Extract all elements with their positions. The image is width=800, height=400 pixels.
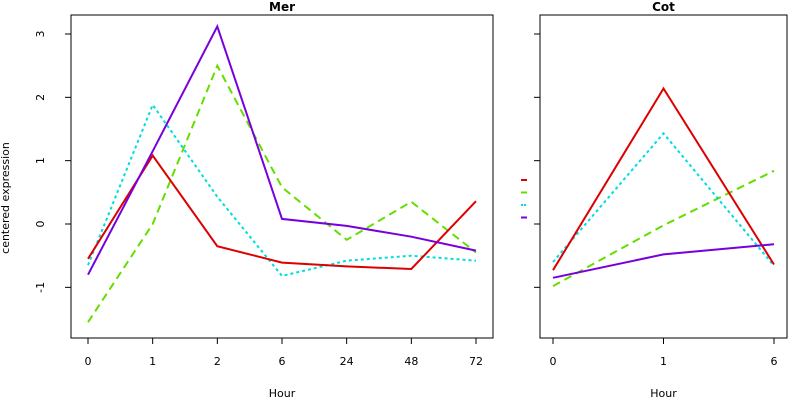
x-tick-label: 6 <box>279 355 286 368</box>
panel-mer: Mer -1 0 1 2 3 0 1 2 6 24 48 72 Hour <box>34 0 494 400</box>
x-axis-title: Hour <box>269 387 296 400</box>
plot-frame <box>539 14 788 339</box>
y-tick-label: 1 <box>34 157 47 164</box>
legend <box>521 179 527 219</box>
x-tick-label: 48 <box>404 355 418 368</box>
panel-title: Mer <box>269 0 295 14</box>
x-tick-label: 24 <box>340 355 354 368</box>
x-axis-title: Hour <box>650 387 677 400</box>
series-line-1 <box>552 169 775 287</box>
x-tick-label: 72 <box>469 355 483 368</box>
y-tick-label: 0 <box>34 221 47 228</box>
y-tick-label: -1 <box>34 282 47 293</box>
x-tick-label: 0 <box>85 355 92 368</box>
series-line-4 <box>87 23 477 276</box>
x-tick-label: 6 <box>771 355 778 368</box>
x-tick-label: 1 <box>149 355 156 368</box>
y-tick-label: 2 <box>34 94 47 101</box>
y-tick-label: 3 <box>34 31 47 38</box>
series-line-4 <box>552 243 775 279</box>
panel-title: Cot <box>652 0 675 14</box>
series-line-1 <box>87 63 477 323</box>
x-tick-label: 0 <box>550 355 557 368</box>
x-tick-label: 2 <box>214 355 221 368</box>
panel-cot: Cot 0 1 6 Hour <box>534 0 788 400</box>
series-line-2 <box>87 102 477 278</box>
series-line-2 <box>552 131 775 267</box>
series-line-3 <box>87 153 477 271</box>
plot-frame <box>70 14 494 339</box>
x-tick-label: 1 <box>660 355 667 368</box>
series-line-3 <box>552 86 775 271</box>
y-axis-title: centered expression <box>0 142 12 254</box>
